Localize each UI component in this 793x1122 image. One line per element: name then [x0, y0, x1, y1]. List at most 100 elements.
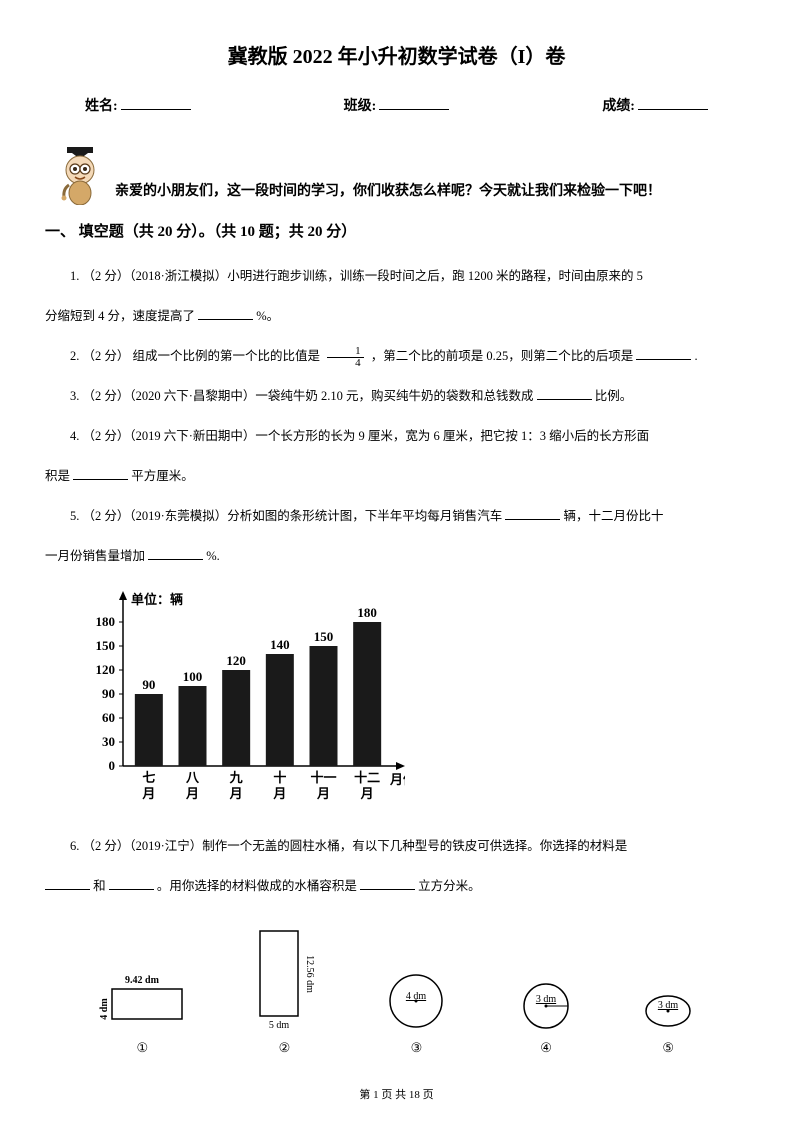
q6-blank3[interactable] [360, 878, 415, 890]
q5-blank1[interactable] [505, 508, 560, 520]
svg-text:100: 100 [183, 669, 203, 684]
q5-blank2[interactable] [148, 548, 203, 560]
q2-numerator: 1 [327, 346, 364, 358]
q1-text-line1: 1. （2 分）（2018·浙江模拟）小明进行跑步训练，训练一段时间之后，跑 1… [70, 269, 643, 283]
q6-blank2[interactable] [109, 878, 154, 890]
diagram-2-svg: 5 dm 12.56 dm [252, 926, 317, 1031]
svg-text:十二: 十二 [354, 770, 380, 785]
svg-text:单位：辆: 单位：辆 [131, 592, 183, 607]
q6-blank1[interactable] [45, 878, 90, 890]
score-blank[interactable] [638, 94, 708, 110]
name-label: 姓名: [85, 95, 118, 115]
bar-chart-container: 0306090120150180单位：辆月份90七月100八月120九月140十… [75, 586, 748, 821]
q5-prefix: 5. （2 分）（2019·东莞模拟）分析如图的条形统计图，下半年平均每月销售汽… [70, 509, 502, 523]
section1-header: 一、 填空题（共 20 分）。（共 10 题；共 20 分） [45, 220, 748, 241]
q3-blank[interactable] [537, 388, 592, 400]
d1-height-label: 4 dm [99, 998, 110, 1020]
q4-line1: 4. （2 分）（2019 六下·新田期中）一个长方形的长为 9 厘米，宽为 6… [70, 429, 649, 443]
q2-suffix: ，第二个比的前项是 0.25，则第二个比的后项是 [371, 349, 634, 363]
q2-blank[interactable] [636, 348, 691, 360]
svg-text:140: 140 [270, 637, 290, 652]
score-label: 成绩: [602, 95, 635, 115]
d2-width-label: 5 dm [269, 1020, 290, 1031]
d5-label: 3 dm [658, 1000, 679, 1011]
svg-text:月: 月 [360, 786, 374, 801]
q2-end: . [695, 349, 698, 363]
q4-blank[interactable] [73, 468, 128, 480]
q1-text-line2: 分缩短到 4 分，速度提高了 [45, 309, 198, 323]
svg-text:九: 九 [229, 770, 243, 785]
q6-suffix: 立方分米。 [418, 879, 481, 893]
svg-text:七: 七 [142, 770, 155, 785]
q2-prefix: 2. （2 分） 组成一个比例的第一个比的比值是 [70, 349, 323, 363]
bar-chart: 0306090120150180单位：辆月份90七月100八月120九月140十… [75, 586, 405, 816]
diagram-1-svg: 9.42 dm 4 dm [97, 971, 187, 1031]
q4-line2-suffix: 平方厘米。 [131, 469, 194, 483]
svg-text:0: 0 [109, 758, 116, 773]
q1-suffix: %。 [256, 309, 279, 323]
svg-text:十一: 十一 [310, 770, 336, 785]
svg-text:60: 60 [102, 710, 115, 725]
diagram-2: 5 dm 12.56 dm ② [252, 926, 317, 1056]
diagram-5-svg: 3 dm [641, 986, 696, 1031]
diagram-3: 4 dm ③ [381, 966, 451, 1056]
diagram-5: 3 dm ⑤ [641, 986, 696, 1056]
class-field: 班级: [344, 94, 450, 115]
svg-text:月: 月 [229, 786, 243, 801]
name-blank[interactable] [121, 94, 191, 110]
name-field: 姓名: [85, 94, 191, 115]
class-label: 班级: [344, 95, 377, 115]
diagram-4-svg: 3 dm [516, 976, 576, 1031]
class-blank[interactable] [379, 94, 449, 110]
svg-text:90: 90 [102, 686, 115, 701]
q2-denominator: 4 [327, 358, 364, 369]
d3-number: ③ [411, 1040, 423, 1056]
q4-line2-prefix: 积是 [45, 469, 70, 483]
svg-text:150: 150 [314, 629, 334, 644]
q5-mid: 辆，十二月份比十 [564, 509, 664, 523]
question-5: 5. （2 分）（2019·东莞模拟）分析如图的条形统计图，下半年平均每月销售汽… [45, 501, 748, 571]
question-6: 6. （2 分）（2019·江宁）制作一个无盖的圆柱水桶，有以下几种型号的铁皮可… [45, 831, 748, 901]
svg-text:十: 十 [273, 770, 286, 785]
page-footer: 第 1 页 共 18 页 [0, 1086, 793, 1102]
q2-fraction: 1 4 [327, 346, 364, 369]
q3-suffix: 比例。 [595, 389, 633, 403]
d2-number: ② [279, 1040, 291, 1056]
document-title: 冀教版 2022 年小升初数学试卷（I）卷 [45, 40, 748, 69]
svg-text:30: 30 [102, 734, 115, 749]
svg-text:月份: 月份 [389, 772, 405, 787]
diagrams-container: 9.42 dm 4 dm ① 5 dm 12.56 dm ② 4 dm ③ 3 … [65, 926, 728, 1056]
question-2: 2. （2 分） 组成一个比例的第一个比的比值是 1 4 ，第二个比的前项是 0… [45, 341, 748, 371]
d1-width-label: 9.42 dm [125, 975, 160, 986]
svg-text:120: 120 [226, 653, 246, 668]
q5-line2-prefix: 一月份销售量增加 [45, 549, 145, 563]
d1-number: ① [136, 1040, 148, 1056]
diagram-3-svg: 4 dm [381, 966, 451, 1031]
q5-line2-suffix: %. [206, 549, 220, 563]
greeting-text: 亲爱的小朋友们，这一段时间的学习，你们收获怎么样呢？今天就让我们来检验一下吧！ [115, 180, 661, 205]
d4-number: ④ [540, 1040, 552, 1056]
question-4: 4. （2 分）（2019 六下·新田期中）一个长方形的长为 9 厘米，宽为 6… [45, 421, 748, 491]
q1-blank[interactable] [198, 308, 253, 320]
svg-text:180: 180 [96, 614, 116, 629]
header-info: 姓名: 班级: 成绩: [85, 94, 708, 115]
mascot-icon [55, 145, 105, 205]
q6-mid1: 和 [93, 879, 109, 893]
question-3: 3. （2 分）（2020 六下·昌黎期中）一袋纯牛奶 2.10 元，购买纯牛奶… [45, 381, 748, 411]
svg-text:180: 180 [357, 605, 377, 620]
svg-text:月: 月 [272, 786, 286, 801]
q6-prefix: 6. （2 分）（2019·江宁）制作一个无盖的圆柱水桶，有以下几种型号的铁皮可… [70, 839, 627, 853]
d5-number: ⑤ [662, 1040, 674, 1056]
q3-prefix: 3. （2 分）（2020 六下·昌黎期中）一袋纯牛奶 2.10 元，购买纯牛奶… [70, 389, 534, 403]
question-1: 1. （2 分）（2018·浙江模拟）小明进行跑步训练，训练一段时间之后，跑 1… [45, 261, 748, 331]
svg-text:150: 150 [96, 638, 116, 653]
diagram-1: 9.42 dm 4 dm ① [97, 971, 187, 1056]
mascot-section: 亲爱的小朋友们，这一段时间的学习，你们收获怎么样呢？今天就让我们来检验一下吧！ [55, 145, 748, 205]
svg-text:120: 120 [96, 662, 116, 677]
svg-text:月: 月 [141, 786, 155, 801]
d4-label: 3 dm [536, 994, 557, 1005]
d2-height-label: 12.56 dm [304, 955, 315, 993]
svg-text:月: 月 [185, 786, 199, 801]
score-field: 成绩: [602, 94, 708, 115]
svg-text:月: 月 [316, 786, 330, 801]
